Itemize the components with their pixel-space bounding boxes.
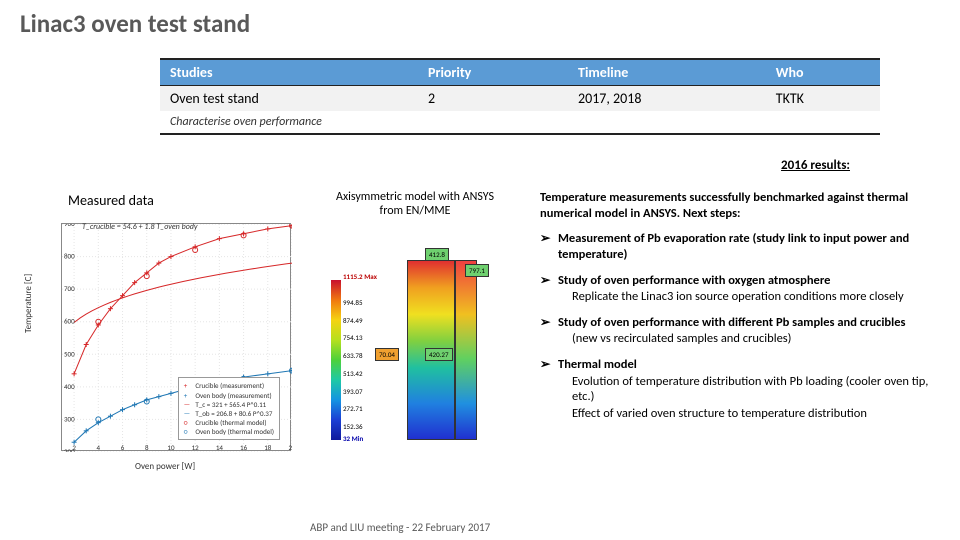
svg-text:14: 14	[216, 443, 224, 452]
ansys-badge-1: 412.8	[425, 248, 449, 261]
ansys-tick: 152.36	[343, 422, 363, 431]
svg-text:600: 600	[64, 317, 75, 326]
studies-table: Studies Priority Timeline Who Oven test …	[160, 58, 880, 135]
bullet-list: Measurement of Pb evaporation rate (stud…	[540, 231, 940, 421]
slide-footer: ABP and LIU meeting - 22 February 2017	[310, 521, 490, 534]
chart-ylabel: Temperature [C]	[23, 274, 34, 333]
svg-text:800: 800	[64, 252, 75, 261]
bullet-item: Measurement of Pb evaporation rate (stud…	[540, 231, 940, 262]
ansys-min-label: 32 Min	[343, 434, 363, 443]
ansys-tick: 393.07	[343, 387, 363, 396]
ansys-badge-4: 420.27	[425, 348, 453, 361]
svg-text:10: 10	[167, 443, 175, 452]
bullet-sub: Effect of varied oven structure to tempe…	[558, 406, 940, 422]
ansys-thermal-figure: 1115.2 Max 32 Min 412.8 797.1 70.04 420.…	[325, 220, 525, 460]
chart-equation: T_crucible = 54.6 + 1.8 T_oven body	[82, 222, 198, 232]
svg-text:4: 4	[97, 443, 101, 452]
chart-plot-area: 2468101214161820200300400500600700800900…	[61, 223, 291, 451]
ansys-tick: 994.85	[343, 298, 363, 307]
td-timeline: 2017, 2018	[568, 86, 766, 112]
svg-text:200: 200	[64, 447, 75, 452]
ansys-tick: 874.49	[343, 316, 363, 325]
bullet-item: Study of oven performance with oxygen at…	[540, 273, 940, 305]
next-steps: Temperature measurements successfully be…	[540, 190, 940, 432]
ansys-body-2	[455, 260, 477, 440]
th-timeline: Timeline	[568, 59, 766, 86]
chart-xlabel: Oven power [W]	[135, 461, 195, 472]
intro-text: Temperature measurements successfully be…	[540, 190, 940, 221]
bullet-item: Thermal modelEvolution of temperature di…	[540, 357, 940, 422]
bullet-sub: (new vs recirculated samples and crucibl…	[558, 331, 940, 347]
svg-text:20: 20	[288, 443, 292, 452]
bullet-sub: Replicate the Linac3 ion source operatio…	[558, 289, 940, 305]
measured-data-label: Measured data	[68, 192, 154, 209]
ansys-badge-3: 70.04	[375, 348, 399, 361]
svg-text:900: 900	[64, 224, 75, 228]
oven-temperature-chart: Temperature [C] 246810121416182020030040…	[25, 215, 305, 480]
page-title: Linac3 oven test stand	[20, 8, 250, 39]
bullet-item: Study of oven performance with different…	[540, 315, 940, 347]
results-label: 2016 results:	[781, 158, 850, 173]
svg-text:400: 400	[64, 382, 75, 391]
svg-text:700: 700	[64, 284, 75, 293]
ansys-badge-2: 797.1	[465, 264, 489, 277]
th-studies: Studies	[160, 59, 418, 86]
td-who: TKTK	[766, 86, 880, 112]
svg-text:300: 300	[64, 414, 75, 423]
svg-text:18: 18	[264, 443, 272, 452]
bullet-sub: Evolution of temperature distribution wi…	[558, 374, 940, 405]
ansys-tick: 633.78	[343, 351, 363, 360]
svg-text:16: 16	[240, 443, 248, 452]
td-priority: 2	[418, 86, 568, 112]
ansys-colorbar	[331, 280, 341, 440]
ansys-tick: 754.13	[343, 333, 363, 342]
svg-text:8: 8	[145, 443, 149, 452]
td-study: Oven test stand	[160, 86, 418, 112]
ansys-tick: 272.71	[343, 404, 363, 413]
th-who: Who	[766, 59, 880, 86]
svg-text:500: 500	[64, 349, 75, 358]
ansys-tick: 513.42	[343, 369, 363, 378]
chart-legend: + Crucible (measurement)+ Oven body (mea…	[178, 377, 280, 440]
svg-text:12: 12	[192, 443, 200, 452]
th-priority: Priority	[418, 59, 568, 86]
axisymmetric-label: Axisymmetric model with ANSYS from EN/MM…	[335, 190, 495, 218]
svg-text:6: 6	[121, 443, 125, 452]
ansys-max-label: 1115.2 Max	[343, 272, 377, 281]
td-desc: Characterise oven performance	[160, 111, 880, 134]
